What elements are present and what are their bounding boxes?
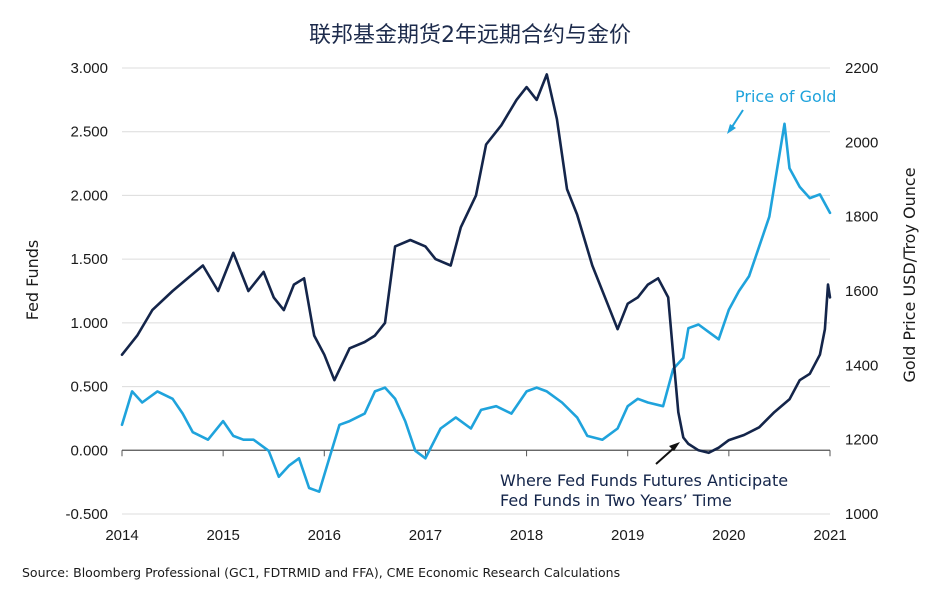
x-axis: 2014 2015 2016 2017 2018 2019 2020 2021 — [105, 449, 847, 544]
y-right-tick-label: 1000 — [845, 506, 878, 523]
y-left-tick-label: 2.000 — [70, 187, 108, 204]
fed-annotation-line1: Where Fed Funds Futures Anticipate — [500, 471, 788, 490]
gridlines — [122, 67, 830, 515]
gold-annotation: Price of Gold — [735, 87, 836, 106]
chart-title: 联邦基金期货2年远期合约与金价 — [309, 23, 631, 48]
y-axis-left: 3.000 2.500 2.000 1.500 1.000 0.500 0.000 -0.50… — [65, 60, 108, 523]
y-left-tick-label: 0.000 — [70, 442, 108, 459]
x-tick-label: 2020 — [712, 527, 745, 544]
x-tick-label: 2014 — [105, 527, 138, 544]
y-right-tick-label: 2000 — [845, 134, 878, 151]
y-left-tick-label: 0.500 — [70, 379, 108, 396]
y-axis-left-title: Fed Funds — [23, 240, 42, 321]
y-left-tick-label: 1.000 — [70, 315, 108, 332]
fed-annotation-line2: Fed Funds in Two Years’ Time — [500, 491, 732, 510]
y-axis-right: 2200 2000 1800 1600 1400 1200 1000 — [845, 60, 878, 523]
annotations: Price of Gold Where Fed Funds Futures An… — [500, 87, 836, 510]
gold-price-line — [120, 122, 832, 494]
x-tick-label: 2018 — [510, 527, 543, 544]
x-tick-label: 2015 — [206, 527, 239, 544]
y-left-tick-label: 1.500 — [70, 251, 108, 268]
fed-funds-line — [120, 73, 832, 455]
y-axis-right-title: Gold Price USD/Troy Ounce — [900, 167, 919, 382]
y-left-tick-label: 3.000 — [70, 60, 108, 77]
gold-annotation-arrowhead — [727, 124, 736, 134]
x-tick-label: 2016 — [308, 527, 341, 544]
x-tick-label: 2019 — [611, 527, 644, 544]
y-left-tick-label: -0.500 — [65, 506, 108, 523]
fed-annotation-arrow — [655, 446, 676, 465]
y-right-tick-label: 2200 — [845, 60, 878, 77]
x-tick-label: 2017 — [409, 527, 442, 544]
plot-lines — [120, 73, 832, 494]
y-right-tick-label: 1400 — [845, 357, 878, 374]
x-tick-label: 2021 — [813, 527, 846, 544]
source-note: Source: Bloomberg Professional (GC1, FDT… — [22, 565, 620, 580]
y-right-tick-label: 1600 — [845, 283, 878, 300]
y-right-tick-label: 1200 — [845, 432, 878, 449]
fed-annotation-arrowhead — [669, 442, 680, 451]
y-right-tick-label: 1800 — [845, 209, 878, 226]
y-left-tick-label: 2.500 — [70, 124, 108, 141]
